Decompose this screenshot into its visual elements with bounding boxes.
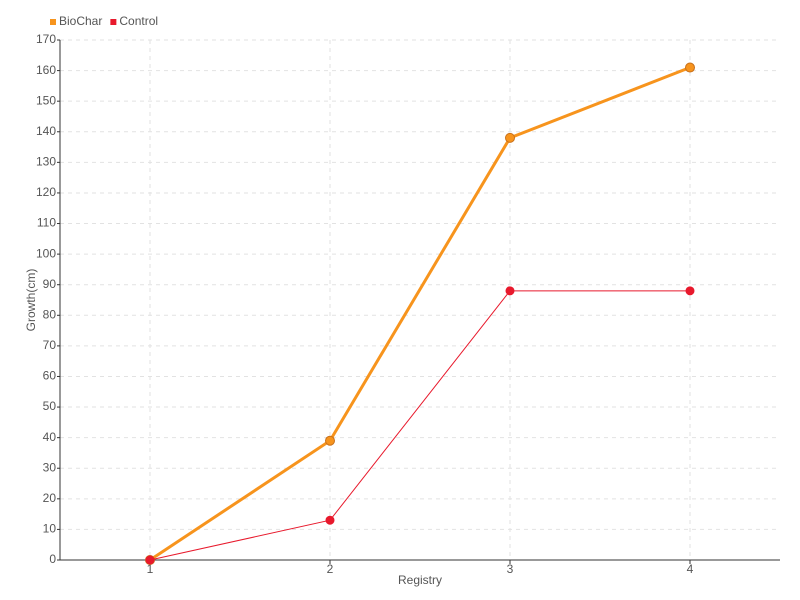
x-axis-label: Registry	[398, 573, 442, 587]
data-point	[685, 62, 695, 73]
x-tick-label: 4	[687, 562, 694, 576]
y-tick-label: 120	[36, 185, 56, 199]
y-tick-label: 70	[43, 338, 57, 352]
y-axis-label: Growth(cm)	[24, 269, 38, 332]
y-tick-label: 30	[43, 460, 57, 474]
y-tick-label: 160	[36, 63, 56, 77]
legend-label: Control	[119, 14, 158, 28]
y-tick-label: 110	[37, 216, 56, 230]
data-point	[685, 286, 695, 296]
y-tick-label: 60	[43, 369, 57, 383]
y-tick-label: 50	[43, 399, 57, 413]
y-tick-label: 40	[43, 430, 57, 444]
series-line	[149, 66, 691, 562]
data-point	[325, 515, 335, 525]
data-point	[505, 286, 515, 296]
data-point	[505, 132, 515, 143]
x-tick-label: 1	[147, 562, 154, 576]
legend-label: BioChar	[59, 14, 102, 28]
y-tick-label: 0	[49, 552, 56, 566]
legend-swatch	[110, 19, 117, 25]
y-tick-label: 20	[43, 491, 57, 505]
y-tick-label: 150	[36, 93, 56, 107]
y-tick-label: 130	[36, 155, 56, 169]
y-tick-label: 140	[36, 124, 56, 138]
x-tick-label: 2	[327, 562, 334, 576]
x-tick-label: 3	[507, 562, 514, 576]
legend-swatch	[50, 19, 56, 25]
data-point	[145, 555, 155, 565]
data-point	[325, 435, 335, 446]
y-tick-label: 170	[36, 32, 56, 46]
y-tick-label: 10	[43, 522, 57, 536]
y-tick-label: 100	[36, 246, 56, 260]
series-line	[149, 290, 690, 561]
y-tick-label: 80	[43, 307, 57, 321]
y-tick-label: 90	[43, 277, 57, 291]
